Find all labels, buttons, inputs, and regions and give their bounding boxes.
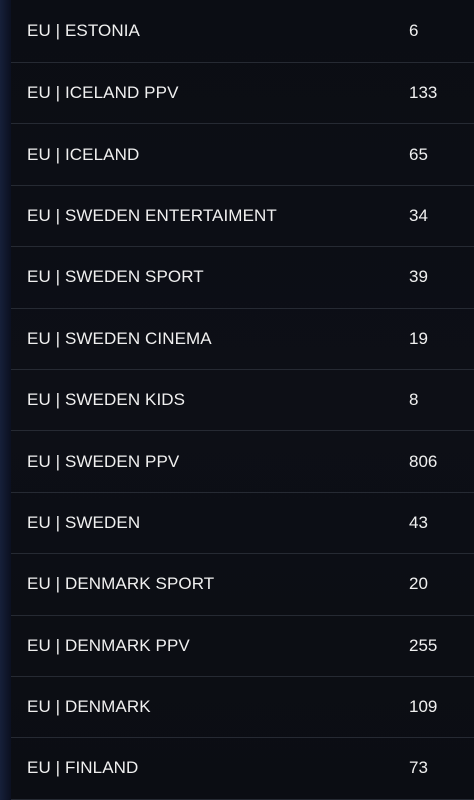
channel-count: 8: [409, 390, 419, 410]
category-name: EU | SWEDEN CINEMA: [27, 328, 212, 348]
channel-count: 109: [409, 697, 438, 717]
category-name: EU | ESTONIA: [27, 21, 140, 40]
channel-count: 6: [409, 21, 419, 40]
category-list: EU | ESTONIA 6 EU | ICELAND PPV 133 EU |…: [11, 0, 474, 800]
channel-count: 133: [409, 83, 438, 103]
category-name: EU | FINLAND: [27, 758, 139, 778]
channel-count: 20: [409, 574, 428, 594]
list-item[interactable]: EU | ESTONIA 6: [11, 0, 474, 63]
channel-count: 34: [409, 205, 428, 225]
list-item[interactable]: EU | ICELAND PPV 133: [11, 63, 474, 125]
list-item[interactable]: EU | DENMARK PPV 255: [11, 616, 474, 677]
channel-count: 73: [409, 758, 428, 778]
list-item[interactable]: EU | ICELAND 65: [11, 124, 474, 186]
category-name: EU | ICELAND PPV: [27, 83, 179, 103]
channel-count: 806: [409, 451, 438, 471]
channel-count: 39: [409, 267, 428, 287]
list-item[interactable]: EU | DENMARK SPORT 20: [11, 554, 474, 616]
channel-count: 43: [409, 512, 428, 532]
list-item[interactable]: EU | SWEDEN PPV 806: [11, 431, 474, 493]
list-item[interactable]: EU | SWEDEN 43: [11, 493, 474, 555]
category-name: EU | SWEDEN PPV: [27, 451, 180, 471]
list-item[interactable]: EU | SWEDEN ENTERTAIMENT 34: [11, 186, 474, 248]
list-item[interactable]: EU | FINLAND 73: [11, 738, 474, 800]
channel-count: 65: [409, 144, 428, 164]
category-name: EU | DENMARK: [27, 697, 151, 717]
category-name: EU | SWEDEN KIDS: [27, 390, 186, 410]
list-item[interactable]: EU | SWEDEN KIDS 8: [11, 370, 474, 432]
list-item[interactable]: EU | SWEDEN SPORT 39: [11, 247, 474, 309]
channel-count: 255: [409, 635, 438, 655]
category-name: EU | DENMARK SPORT: [27, 574, 215, 594]
category-name: EU | SWEDEN SPORT: [27, 267, 204, 287]
category-name: EU | ICELAND: [27, 144, 140, 164]
channel-count: 19: [409, 328, 428, 348]
category-name: EU | DENMARK PPV: [27, 635, 190, 655]
category-name: EU | SWEDEN ENTERTAIMENT: [27, 205, 277, 225]
list-item[interactable]: EU | DENMARK 109: [11, 677, 474, 739]
category-name: EU | SWEDEN: [27, 512, 141, 532]
list-item[interactable]: EU | SWEDEN CINEMA 19: [11, 309, 474, 370]
